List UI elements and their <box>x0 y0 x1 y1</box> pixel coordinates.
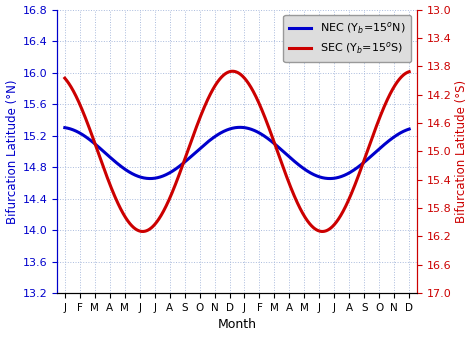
Y-axis label: Bifurcation Latitude (°N): Bifurcation Latitude (°N) <box>6 79 18 224</box>
NEC (Y$_b$=15$^o$N) <box>80 132 85 136</box>
SEC (Y$_b$=15$^o$S) <box>80 108 85 112</box>
Legend: NEC (Y$_b$=15$^o$N), SEC (Y$_b$=15$^o$S): NEC (Y$_b$=15$^o$N), SEC (Y$_b$=15$^o$S) <box>283 15 411 62</box>
X-axis label: Month: Month <box>218 318 256 332</box>
SEC (Y$_b$=15$^o$S) <box>140 229 146 234</box>
SEC (Y$_b$=15$^o$S) <box>406 70 412 74</box>
SEC (Y$_b$=15$^o$S) <box>334 220 339 224</box>
Line: NEC (Y$_b$=15$^o$N): NEC (Y$_b$=15$^o$N) <box>65 127 409 179</box>
NEC (Y$_b$=15$^o$N) <box>397 131 402 135</box>
NEC (Y$_b$=15$^o$N) <box>220 130 226 134</box>
NEC (Y$_b$=15$^o$N) <box>334 176 339 180</box>
NEC (Y$_b$=15$^o$N) <box>406 127 412 131</box>
Line: SEC (Y$_b$=15$^o$S): SEC (Y$_b$=15$^o$S) <box>65 71 409 232</box>
NEC (Y$_b$=15$^o$N) <box>397 131 402 135</box>
SEC (Y$_b$=15$^o$S) <box>62 76 68 80</box>
NEC (Y$_b$=15$^o$N) <box>229 126 235 130</box>
SEC (Y$_b$=15$^o$S) <box>397 77 402 81</box>
NEC (Y$_b$=15$^o$N) <box>327 177 333 181</box>
SEC (Y$_b$=15$^o$S) <box>397 77 402 81</box>
NEC (Y$_b$=15$^o$N) <box>62 126 68 130</box>
SEC (Y$_b$=15$^o$S) <box>230 69 236 73</box>
NEC (Y$_b$=15$^o$N) <box>237 125 243 129</box>
SEC (Y$_b$=15$^o$S) <box>229 69 235 73</box>
Y-axis label: Bifurcation Latitude (°S): Bifurcation Latitude (°S) <box>456 80 468 223</box>
SEC (Y$_b$=15$^o$S) <box>220 73 226 78</box>
